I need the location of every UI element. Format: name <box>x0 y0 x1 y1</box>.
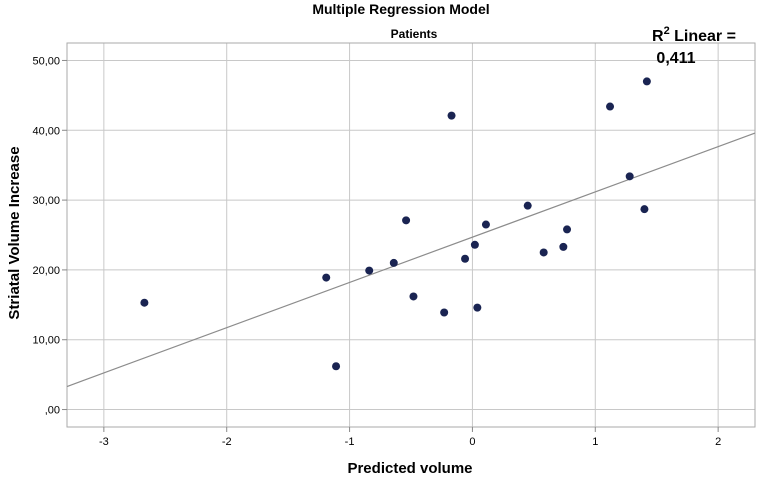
y-tick-label: ,00 <box>45 405 60 417</box>
r2-prefix: R <box>652 28 664 45</box>
data-point <box>473 303 482 312</box>
x-tick-label: 2 <box>715 436 721 448</box>
regression-fit-line <box>66 132 756 388</box>
data-point <box>140 298 149 307</box>
x-tick-label: -3 <box>99 436 109 448</box>
data-points <box>140 77 651 371</box>
data-point <box>389 258 398 267</box>
x-tick-label: 1 <box>592 436 598 448</box>
y-tick-label: 10,00 <box>32 335 60 347</box>
data-point <box>642 77 651 86</box>
data-point <box>606 102 615 111</box>
data-point <box>625 172 634 181</box>
data-point <box>539 248 548 257</box>
chart-title: Multiple Regression Model <box>312 1 489 17</box>
y-axis-label: Striatal Volume Increase <box>6 146 23 319</box>
y-tick-label: 30,00 <box>32 195 60 207</box>
r2-superscript: 2 <box>664 25 670 37</box>
y-tick-label: 20,00 <box>32 265 60 277</box>
chart-subtitle: Patients <box>391 27 438 41</box>
r-squared-annotation: R2 Linear = 0,411 <box>652 25 736 67</box>
x-tick-label: 0 <box>469 436 475 448</box>
data-point <box>322 273 331 282</box>
data-point <box>402 216 411 225</box>
x-axis-ticks: -3 -2 -1 0 1 2 <box>99 427 721 448</box>
svg-text:R2 Linear =: R2 Linear = <box>652 25 736 45</box>
y-tick-label: 50,00 <box>32 55 60 67</box>
r2-value: 0,411 <box>656 50 695 67</box>
x-tick-label: -2 <box>222 436 232 448</box>
r2-linear-text: Linear = <box>670 28 736 45</box>
data-point <box>559 242 568 251</box>
data-point <box>365 266 374 275</box>
data-point <box>640 205 649 214</box>
data-point <box>440 308 449 317</box>
plot-frame <box>66 42 756 428</box>
x-tick-label: -1 <box>345 436 355 448</box>
data-point <box>332 362 341 371</box>
data-point <box>461 254 470 263</box>
data-point <box>481 220 490 229</box>
data-point <box>563 225 572 234</box>
y-tick-label: 40,00 <box>32 125 60 137</box>
data-point <box>470 240 479 249</box>
data-point <box>447 111 456 120</box>
data-point <box>523 201 532 210</box>
y-axis-ticks: ,00 10,00 20,00 30,00 40,00 50,00 <box>32 55 67 417</box>
x-axis-label: Predicted volume <box>347 460 472 477</box>
data-point <box>409 292 418 301</box>
gridlines <box>67 43 755 427</box>
